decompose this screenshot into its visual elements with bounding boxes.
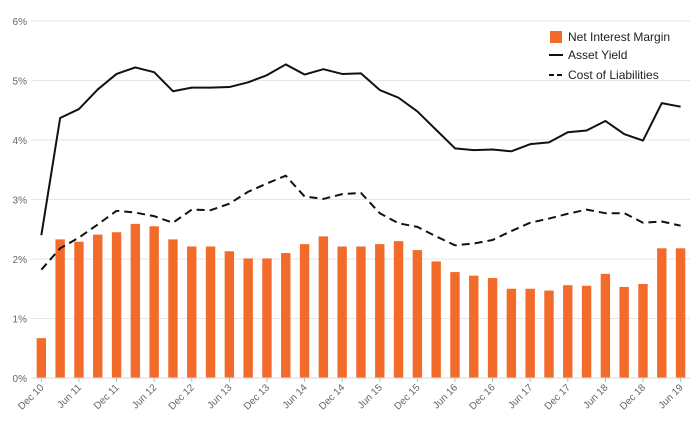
bar <box>563 285 573 378</box>
bar <box>581 285 592 378</box>
bar <box>356 246 366 378</box>
x-tick-label: Jun 17 <box>506 382 535 411</box>
bar <box>337 246 347 378</box>
bar <box>469 275 479 378</box>
x-tick-label: Jun 12 <box>130 382 159 411</box>
x-tick-label: Jun 18 <box>582 382 611 411</box>
x-tick-label: Dec 18 <box>618 382 648 412</box>
legend-label-asset-yield: Asset Yield <box>568 48 627 62</box>
x-tick-label: Dec 17 <box>543 382 573 412</box>
bar <box>375 244 385 378</box>
x-tick-label: Dec 14 <box>317 382 347 412</box>
x-tick-label: Dec 11 <box>92 382 122 412</box>
x-tick-label: Jun 13 <box>205 382 234 411</box>
bar <box>487 278 498 378</box>
x-tick-label: Dec 10 <box>16 382 46 412</box>
bar <box>638 283 648 378</box>
bar <box>262 258 272 378</box>
bar <box>412 250 423 378</box>
bar <box>506 288 517 378</box>
y-tick-label: 5% <box>13 77 28 88</box>
bar <box>544 290 554 378</box>
bar <box>36 338 47 378</box>
bar <box>619 286 629 378</box>
y-tick-label: 0% <box>13 374 28 385</box>
x-tick-label: Dec 12 <box>167 382 197 412</box>
bar <box>205 246 216 378</box>
x-tick-label: Dec 15 <box>392 382 422 412</box>
bar <box>149 226 159 378</box>
line-series <box>40 63 681 271</box>
bar <box>525 288 535 378</box>
bar <box>93 234 103 378</box>
legend-label-net-interest-margin: Net Interest Margin <box>568 30 670 44</box>
x-tick-label: Dec 13 <box>242 382 272 412</box>
y-tick-label: 1% <box>13 315 28 326</box>
bar <box>393 241 404 378</box>
y-axis-tick-labels: 0% 1% 2% 3% 4% 5% 6% <box>13 17 28 385</box>
y-tick-label: 2% <box>13 255 28 266</box>
line-asset-yield <box>40 63 681 236</box>
bar <box>130 223 141 378</box>
x-tick-label: Jun 14 <box>281 382 310 411</box>
x-tick-label: Jun 16 <box>431 382 460 411</box>
bar <box>299 244 310 378</box>
bar <box>224 251 235 378</box>
bar <box>168 239 178 378</box>
bar <box>450 272 460 378</box>
legend-label-cost-of-liabilities: Cost of Liabilities <box>568 68 659 82</box>
y-tick-label: 6% <box>13 17 28 28</box>
bar <box>243 258 253 378</box>
bar <box>74 241 84 378</box>
bar <box>55 239 65 378</box>
x-tick-label: Jun 19 <box>657 382 686 411</box>
bar <box>111 232 122 378</box>
bar <box>318 236 329 378</box>
bar <box>657 248 667 378</box>
bar <box>675 248 686 378</box>
y-tick-label: 3% <box>13 196 28 207</box>
bar <box>187 246 197 378</box>
bar <box>281 253 291 378</box>
x-tick-label: Dec 16 <box>468 382 498 412</box>
x-tick-label: Jun 15 <box>356 382 385 411</box>
line-cost-of-liabilities <box>40 174 681 271</box>
legend-swatch-net-interest-margin <box>550 31 562 43</box>
bar <box>431 261 441 378</box>
bar-series-net-interest-margin <box>36 223 686 378</box>
bar <box>600 273 611 378</box>
x-tick-label: Jun 11 <box>56 382 85 411</box>
x-axis-tick-labels: Dec 10 Jun 11 Dec 11 Jun 12 Dec 12 Jun 13 Dec … <box>16 377 690 413</box>
legend: Net Interest Margin Asset Yield Cost of … <box>549 30 670 82</box>
y-tick-label: 4% <box>13 136 28 147</box>
